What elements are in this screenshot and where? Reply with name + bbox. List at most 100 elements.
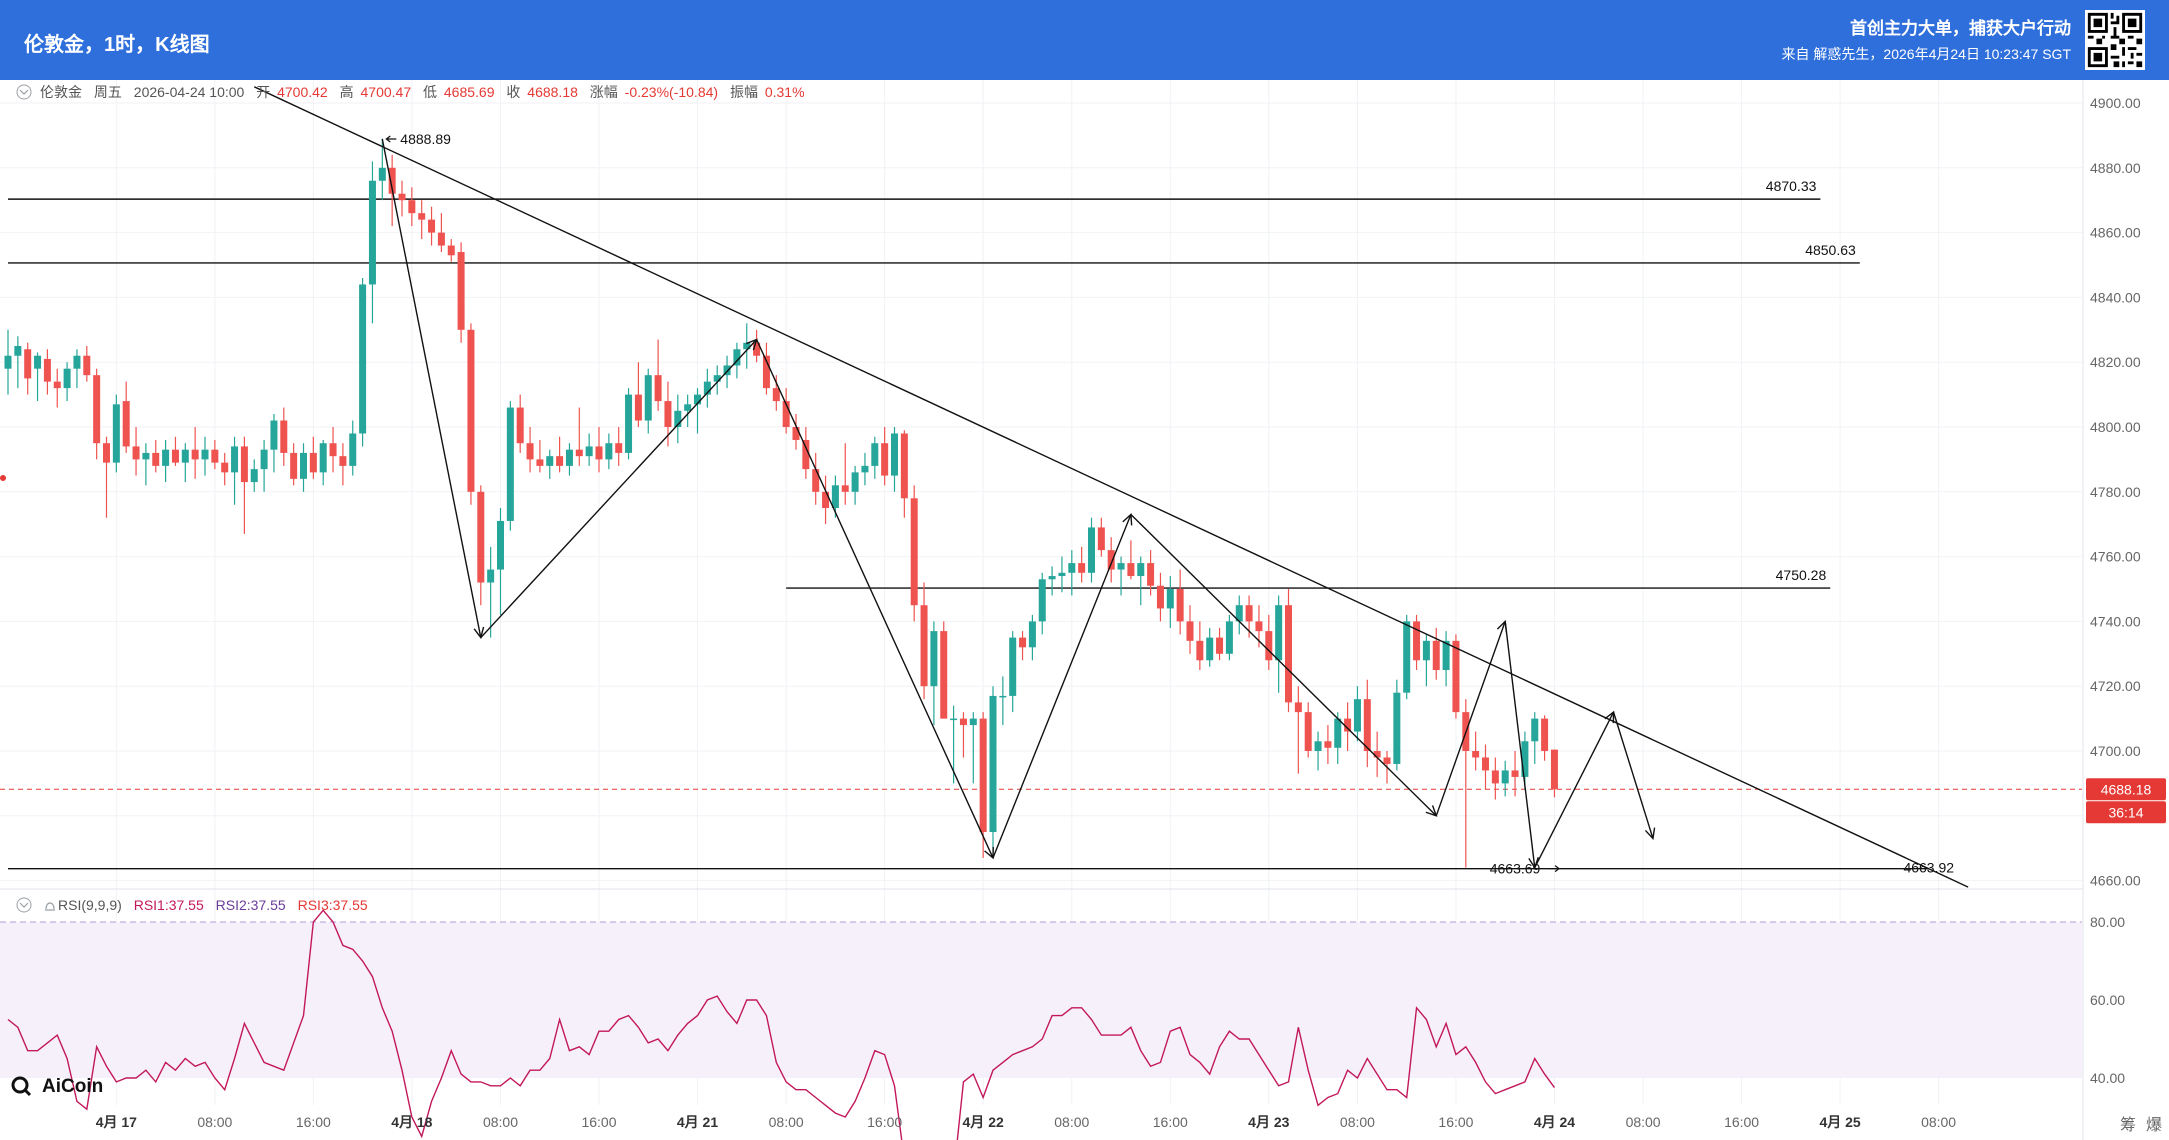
candle[interactable] — [575, 407, 583, 466]
candle[interactable] — [822, 475, 830, 525]
candle[interactable] — [1166, 576, 1174, 628]
candle[interactable] — [1550, 749, 1558, 798]
candle[interactable] — [300, 443, 307, 492]
candle[interactable] — [605, 433, 613, 470]
candle[interactable] — [999, 676, 1007, 726]
candle[interactable] — [24, 342, 32, 395]
candle[interactable] — [792, 414, 800, 450]
candle[interactable] — [1353, 686, 1361, 742]
candle[interactable] — [1068, 550, 1076, 596]
candle[interactable] — [1196, 621, 1204, 670]
candle[interactable] — [1265, 614, 1273, 670]
candle[interactable] — [1482, 744, 1489, 790]
candle[interactable] — [516, 394, 524, 453]
candle[interactable] — [260, 439, 268, 492]
candle[interactable] — [1137, 556, 1145, 606]
candle[interactable] — [1442, 631, 1450, 687]
candle[interactable] — [812, 452, 820, 505]
candle[interactable] — [112, 394, 120, 473]
candle[interactable] — [467, 323, 475, 505]
candle[interactable] — [231, 436, 239, 505]
candle[interactable] — [359, 277, 367, 447]
candle[interactable] — [309, 436, 317, 479]
candle[interactable] — [221, 452, 229, 486]
candle[interactable] — [1216, 627, 1224, 661]
candle[interactable] — [959, 712, 967, 758]
candle[interactable] — [290, 443, 298, 486]
candle[interactable] — [841, 443, 849, 505]
candle[interactable] — [43, 349, 51, 395]
candle[interactable] — [240, 436, 248, 534]
candle[interactable] — [368, 161, 376, 324]
candle[interactable] — [1472, 731, 1480, 771]
candle[interactable] — [634, 362, 642, 427]
zigzag-segment[interactable] — [381, 138, 482, 638]
zigzag-segment[interactable] — [480, 339, 758, 639]
candle[interactable] — [280, 407, 288, 466]
candle[interactable] — [1432, 627, 1440, 680]
candle[interactable] — [802, 427, 810, 479]
candle[interactable] — [1511, 751, 1519, 797]
candle[interactable] — [14, 336, 22, 389]
zigzag-segment[interactable] — [1435, 621, 1506, 817]
candle[interactable] — [1314, 731, 1322, 771]
chips-button[interactable]: 筹 — [2120, 1116, 2136, 1134]
zigzag-segment[interactable] — [755, 339, 994, 859]
candle[interactable] — [53, 368, 61, 408]
candle[interactable] — [1344, 702, 1352, 751]
candle[interactable] — [428, 206, 436, 246]
candle[interactable] — [1088, 517, 1095, 583]
candle[interactable] — [378, 138, 386, 201]
candle[interactable] — [703, 368, 711, 408]
candle[interactable] — [546, 449, 554, 479]
zigzag-segment[interactable] — [992, 514, 1132, 859]
candle[interactable] — [526, 427, 534, 473]
candle[interactable] — [1038, 572, 1046, 635]
candle[interactable] — [1413, 614, 1421, 670]
candle[interactable] — [93, 368, 101, 460]
candle[interactable] — [1156, 572, 1164, 622]
candle[interactable] — [1117, 556, 1125, 596]
candle[interactable] — [762, 342, 770, 395]
candle[interactable] — [398, 180, 406, 217]
candle[interactable] — [940, 621, 948, 719]
candle[interactable] — [487, 546, 495, 638]
candle[interactable] — [989, 686, 997, 852]
candle[interactable] — [1028, 614, 1036, 661]
candle[interactable] — [1235, 595, 1243, 635]
candle[interactable] — [1403, 614, 1411, 700]
candle[interactable] — [694, 388, 701, 434]
candle[interactable] — [1127, 540, 1135, 580]
candle[interactable] — [1304, 702, 1312, 758]
candle[interactable] — [447, 239, 455, 262]
candle[interactable] — [753, 329, 761, 363]
candle[interactable] — [1009, 631, 1017, 713]
candle[interactable] — [1058, 556, 1066, 593]
candle[interactable] — [152, 439, 160, 473]
candle[interactable] — [910, 485, 918, 622]
candle[interactable] — [1225, 614, 1233, 661]
candle[interactable] — [142, 443, 150, 486]
candle[interactable] — [63, 362, 71, 402]
candle[interactable] — [644, 368, 652, 434]
candle[interactable] — [349, 420, 357, 476]
candle[interactable] — [782, 388, 790, 434]
candle[interactable] — [477, 485, 485, 606]
candle[interactable] — [191, 427, 199, 479]
candle[interactable] — [1373, 731, 1381, 777]
rsi-line[interactable] — [7, 909, 1556, 1140]
candle[interactable] — [4, 329, 12, 395]
candle[interactable] — [625, 388, 633, 460]
candle[interactable] — [497, 508, 504, 615]
candle[interactable] — [1541, 715, 1549, 761]
candle[interactable] — [871, 436, 879, 479]
candle[interactable] — [122, 381, 130, 453]
candle[interactable] — [211, 439, 219, 470]
collapse-icon[interactable] — [16, 84, 32, 100]
candle[interactable] — [1019, 631, 1027, 661]
candle[interactable] — [615, 427, 623, 466]
main-plot-area[interactable] — [0, 80, 2082, 890]
candle[interactable] — [1393, 679, 1401, 771]
candle[interactable] — [1107, 537, 1115, 583]
trend-line[interactable] — [253, 86, 1969, 888]
